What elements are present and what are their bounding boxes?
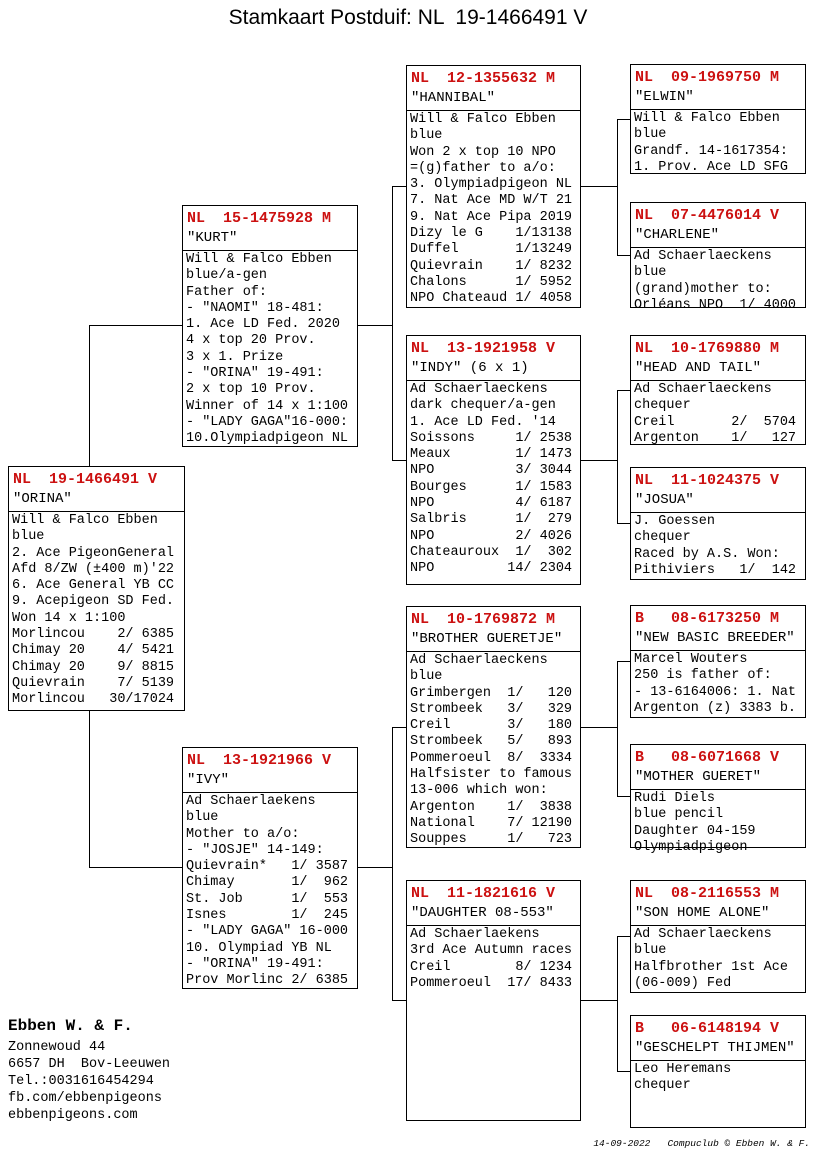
ring-number: NL 10-1769872 M	[411, 611, 556, 628]
pigeon-name: "IVY"	[183, 771, 357, 793]
ring-number: NL 13-1921958 V	[411, 340, 556, 357]
connector-line	[617, 1071, 630, 1072]
connector-line	[617, 661, 618, 797]
pedigree-box-ivy: NL 13-1921966 V "IVY" Ad Schaerlaekens b…	[182, 747, 358, 989]
pigeon-details: Will & Falco Ebben blue Won 2 x top 10 N…	[410, 112, 573, 307]
ring-number: NL 13-1921966 V	[187, 752, 332, 769]
pigeon-name: "INDY" (6 x 1)	[407, 359, 580, 381]
ring-number: NL 12-1355632 M	[411, 70, 556, 87]
connector-line	[392, 727, 393, 1001]
pigeon-details: Rudi Diels blue pencil Daughter 04-159 O…	[634, 791, 756, 855]
pedigree-box-elwin: NL 09-1969750 M "ELWIN" Will & Falco Ebb…	[630, 64, 806, 175]
connector-line	[617, 523, 630, 524]
ring-number: B 08-6173250 M	[635, 610, 780, 627]
ring-number: NL 15-1475928 M	[187, 210, 332, 227]
connector-line	[617, 255, 630, 256]
pedigree-box-kurt: NL 15-1475928 M "KURT" Will & Falco Ebbe…	[182, 205, 358, 447]
connector-line	[358, 867, 392, 868]
pigeon-name: "MOTHER GUERET"	[631, 768, 805, 790]
connector-line	[617, 936, 618, 1072]
pedigree-box-indy: NL 13-1921958 V "INDY" (6 x 1) Ad Schaer…	[406, 335, 581, 585]
pigeon-name: "JOSUA"	[631, 491, 805, 513]
ring-number: NL 08-2116553 M	[635, 885, 780, 902]
footer-credit: 14-09-2022 Compuclub © Ebben W. & F.	[593, 1138, 810, 1149]
connector-line	[617, 661, 630, 662]
pigeon-details: Ad Schaerlaeckens dark chequer/a-gen 1. …	[410, 382, 573, 577]
pigeon-details: Ad Schaerlaekens blue Mother to a/o: - "…	[186, 794, 349, 989]
ring-number: NL 11-1821616 V	[411, 885, 556, 902]
connector-line	[89, 711, 90, 867]
connector-line	[617, 936, 630, 937]
ring-number: NL 09-1969750 M	[635, 69, 780, 86]
connector-line	[392, 186, 393, 461]
connector-line	[581, 1000, 617, 1001]
pigeon-name: "BROTHER GUERETJE"	[407, 630, 580, 652]
connector-line	[89, 325, 90, 466]
pigeon-details: Will & Falco Ebben blue/a-gen Father of:…	[186, 252, 349, 447]
connector-line	[617, 119, 630, 120]
pigeon-name: "SON HOME ALONE"	[631, 904, 805, 926]
pigeon-details: Will & Falco Ebben blue 2. Ace PigeonGen…	[12, 513, 175, 708]
pigeon-details: Ad Schaerlaeckens blue (grand)mother to:…	[634, 249, 797, 313]
pigeon-name: "KURT"	[183, 229, 357, 251]
pigeon-name: "CHARLENE"	[631, 226, 805, 248]
ring-number: NL 07-4476014 V	[635, 207, 780, 224]
connector-line	[581, 727, 617, 728]
connector-line	[581, 186, 617, 187]
pigeon-name: "ORINA"	[9, 490, 184, 512]
connector-line	[89, 325, 182, 326]
pedigree-box-head-and-tail: NL 10-1769880 M "HEAD AND TAIL" Ad Schae…	[630, 335, 806, 446]
pedigree-box-hannibal: NL 12-1355632 M "HANNIBAL" Will & Falco …	[406, 65, 581, 308]
connector-line	[617, 390, 630, 391]
connector-line	[581, 460, 617, 461]
owner-contact-lines: Zonnewoud 44 6657 DH Bov-Leeuwen Tel.:00…	[8, 1040, 171, 1123]
connector-line	[392, 1000, 406, 1001]
ring-number: B 08-6071668 V	[635, 749, 780, 766]
pedigree-box-orina: NL 19-1466491 V "ORINA" Will & Falco Ebb…	[8, 466, 185, 711]
ring-number: NL 11-1024375 V	[635, 472, 780, 489]
pigeon-details: Ad Schaerlaeckens chequer Creil 2/ 5704 …	[634, 382, 797, 446]
owner-name: Ebben W. & F.	[8, 1017, 133, 1035]
pedigree-box-brother-gueretje: NL 10-1769872 M "BROTHER GUERETJE" Ad Sc…	[406, 606, 581, 848]
ring-number: NL 19-1466491 V	[13, 471, 158, 488]
connector-line	[617, 390, 618, 524]
connector-line	[392, 460, 406, 461]
pigeon-name: "ELWIN"	[631, 88, 805, 110]
page-title: Stamkaart Postduif: NL 19-1466491 V	[228, 6, 588, 29]
pedigree-box-new-basic-breeder: B 08-6173250 M "NEW BASIC BREEDER" Marce…	[630, 605, 806, 718]
pigeon-details: Ad Schaerlaeckens blue Halfbrother 1st A…	[634, 927, 788, 991]
pigeon-name: "HEAD AND TAIL"	[631, 359, 805, 381]
connector-line	[392, 727, 406, 728]
pigeon-details: Ad Schaerlaekens 3rd Ace Autumn races Cr…	[410, 927, 573, 991]
pigeon-details: Will & Falco Ebben blue Grandf. 14-16173…	[634, 111, 788, 175]
pigeon-name: "HANNIBAL"	[407, 89, 580, 111]
pedigree-box-charlene: NL 07-4476014 V "CHARLENE" Ad Schaerlaec…	[630, 202, 806, 313]
pedigree-box-josua: NL 11-1024375 V "JOSUA" J. Goessen chequ…	[630, 467, 806, 580]
pigeon-details: Ad Schaerlaeckens blue Grimbergen 1/ 120…	[410, 653, 573, 848]
pedigree-box-geschelpt-thijmen: B 06-6148194 V "GESCHELPT THIJMEN" Leo H…	[630, 1015, 806, 1128]
ring-number: NL 10-1769880 M	[635, 340, 780, 357]
connector-line	[617, 796, 630, 797]
pedigree-box-daughter-08-553: NL 11-1821616 V "DAUGHTER 08-553" Ad Sch…	[406, 880, 581, 1121]
connector-line	[392, 186, 406, 187]
pedigree-box-mother-gueret: B 08-6071668 V "MOTHER GUERET" Rudi Diel…	[630, 744, 806, 855]
pedigree-box-son-home-alone: NL 08-2116553 M "SON HOME ALONE" Ad Scha…	[630, 880, 806, 993]
pigeon-details: Marcel Wouters 250 is father of: - 13-61…	[634, 652, 797, 716]
pigeon-details: Leo Heremans chequer	[634, 1062, 732, 1094]
connector-line	[89, 867, 182, 868]
pigeon-name: "GESCHELPT THIJMEN"	[631, 1039, 805, 1061]
pigeon-details: J. Goessen chequer Raced by A.S. Won: Pi…	[634, 514, 797, 578]
pigeon-name: "DAUGHTER 08-553"	[407, 904, 580, 926]
connector-line	[617, 119, 618, 256]
connector-line	[358, 325, 392, 326]
owner-block: Ebben W. & F. Zonnewoud 44 6657 DH Bov-L…	[8, 1016, 170, 1124]
ring-number: B 06-6148194 V	[635, 1020, 780, 1037]
pigeon-name: "NEW BASIC BREEDER"	[631, 629, 805, 651]
